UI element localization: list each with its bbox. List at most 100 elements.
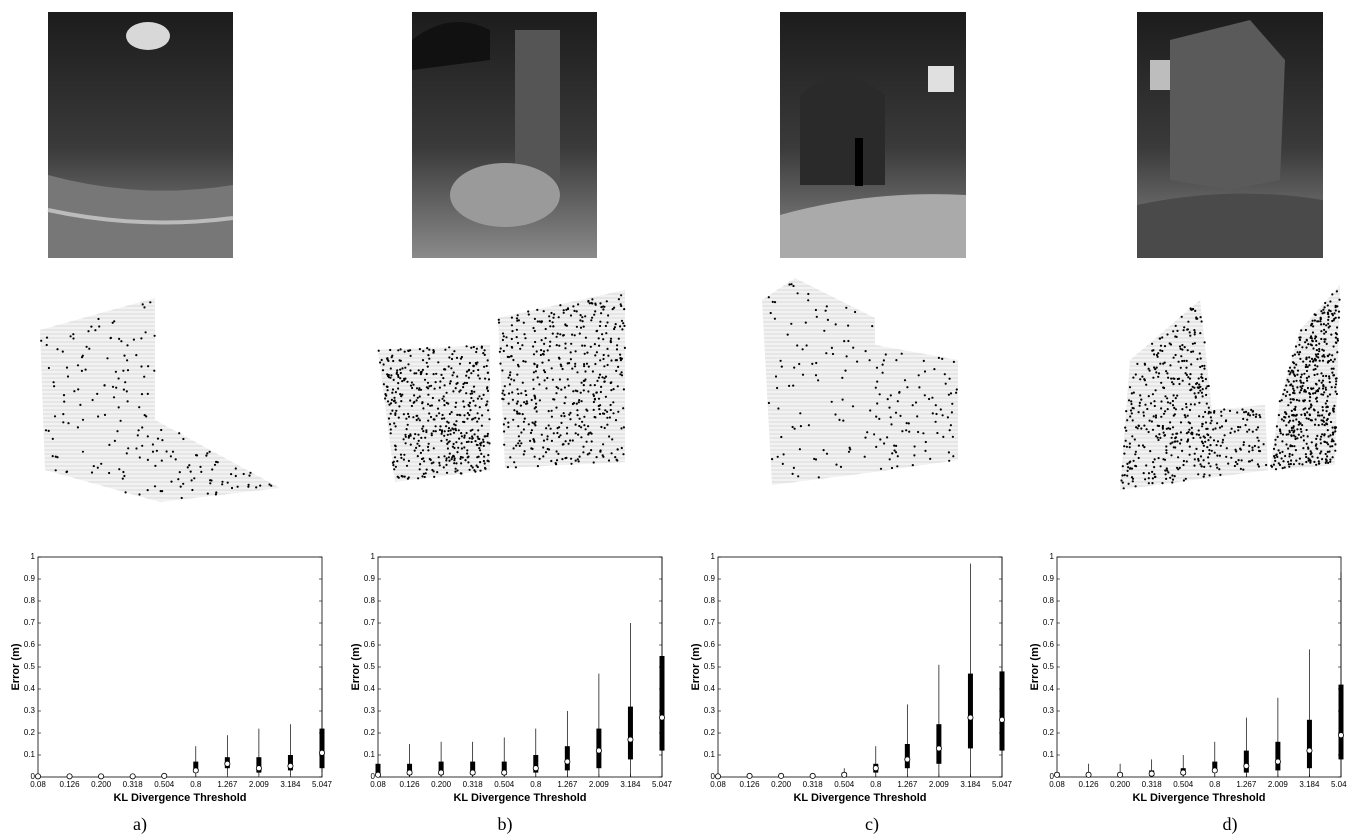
- point: [447, 447, 449, 449]
- point: [1283, 420, 1285, 422]
- x-tick-label: 0.318: [803, 780, 824, 789]
- point: [180, 486, 182, 488]
- point: [1317, 457, 1319, 459]
- point: [451, 411, 453, 413]
- point: [400, 348, 402, 350]
- point: [445, 459, 447, 461]
- point: [1273, 464, 1275, 466]
- point: [1279, 400, 1281, 402]
- point: [1315, 390, 1317, 392]
- x-axis-label: KL Divergence Threshold: [793, 792, 926, 804]
- y-tick-label: 0.1: [24, 750, 36, 759]
- point: [428, 349, 430, 351]
- point: [790, 283, 792, 285]
- point: [916, 415, 918, 417]
- point: [137, 434, 139, 436]
- point: [1297, 351, 1299, 353]
- point: [1332, 440, 1334, 442]
- point: [585, 337, 587, 339]
- point: [1125, 430, 1127, 432]
- point: [1258, 446, 1260, 448]
- point: [127, 447, 129, 449]
- x-tick-label: 2.009: [589, 780, 610, 789]
- panel-caption: a): [133, 814, 147, 835]
- point: [560, 365, 562, 367]
- point: [426, 362, 428, 364]
- point: [1185, 403, 1187, 405]
- point: [1162, 458, 1164, 460]
- point: [182, 483, 184, 485]
- point: [780, 360, 782, 362]
- point: [793, 467, 795, 469]
- point: [93, 465, 95, 467]
- point: [1286, 379, 1288, 381]
- point: [1201, 373, 1203, 375]
- point: [1192, 437, 1194, 439]
- point: [478, 418, 480, 420]
- point: [1234, 465, 1236, 467]
- point: [1205, 394, 1207, 396]
- point: [1333, 312, 1335, 314]
- point: [500, 347, 502, 349]
- point: [890, 423, 892, 425]
- point: [416, 419, 418, 421]
- point: [91, 471, 93, 473]
- point: [895, 451, 897, 453]
- point: [519, 413, 521, 415]
- point: [775, 375, 777, 377]
- x-tick-label: 0.504: [494, 780, 515, 789]
- point: [1324, 302, 1326, 304]
- point: [1190, 351, 1192, 353]
- point: [1320, 310, 1322, 312]
- point: [1186, 360, 1188, 362]
- point: [887, 398, 889, 400]
- point: [178, 432, 180, 434]
- point: [594, 303, 596, 305]
- point: [1282, 433, 1284, 435]
- point: [488, 418, 490, 420]
- point: [156, 450, 158, 452]
- point: [140, 365, 142, 367]
- point: [841, 377, 843, 379]
- point: [1255, 413, 1257, 415]
- point: [436, 471, 438, 473]
- point: [405, 442, 407, 444]
- point: [1173, 378, 1175, 380]
- y-tick-label: 0.7: [24, 618, 36, 627]
- point: [587, 390, 589, 392]
- point: [1296, 374, 1298, 376]
- point: [469, 469, 471, 471]
- point: [406, 428, 408, 430]
- point: [1290, 401, 1292, 403]
- point: [259, 485, 261, 487]
- point: [1322, 387, 1324, 389]
- point: [410, 355, 412, 357]
- point: [147, 489, 149, 491]
- point: [1305, 390, 1307, 392]
- point: [467, 461, 469, 463]
- point: [1165, 452, 1167, 454]
- point: [466, 345, 468, 347]
- point: [1203, 368, 1205, 370]
- point: [1161, 350, 1163, 352]
- point: [209, 479, 211, 481]
- point: [1124, 427, 1126, 429]
- point: [419, 468, 421, 470]
- point: [1327, 313, 1329, 315]
- x-tick-label: 5.047: [992, 780, 1013, 789]
- point: [1219, 427, 1221, 429]
- point: [1179, 345, 1181, 347]
- point: [467, 404, 469, 406]
- point: [1131, 468, 1133, 470]
- point: [1208, 407, 1210, 409]
- x-tick-label: 0.08: [1049, 780, 1065, 789]
- point: [842, 420, 844, 422]
- point: [1307, 435, 1309, 437]
- point: [1181, 360, 1183, 362]
- point: [1181, 344, 1183, 346]
- x-tick-label: 5.047: [312, 780, 333, 789]
- point: [425, 472, 427, 474]
- point: [1229, 432, 1231, 434]
- y-tick-label: 0.7: [704, 618, 716, 627]
- y-tick-label: 0.3: [24, 706, 36, 715]
